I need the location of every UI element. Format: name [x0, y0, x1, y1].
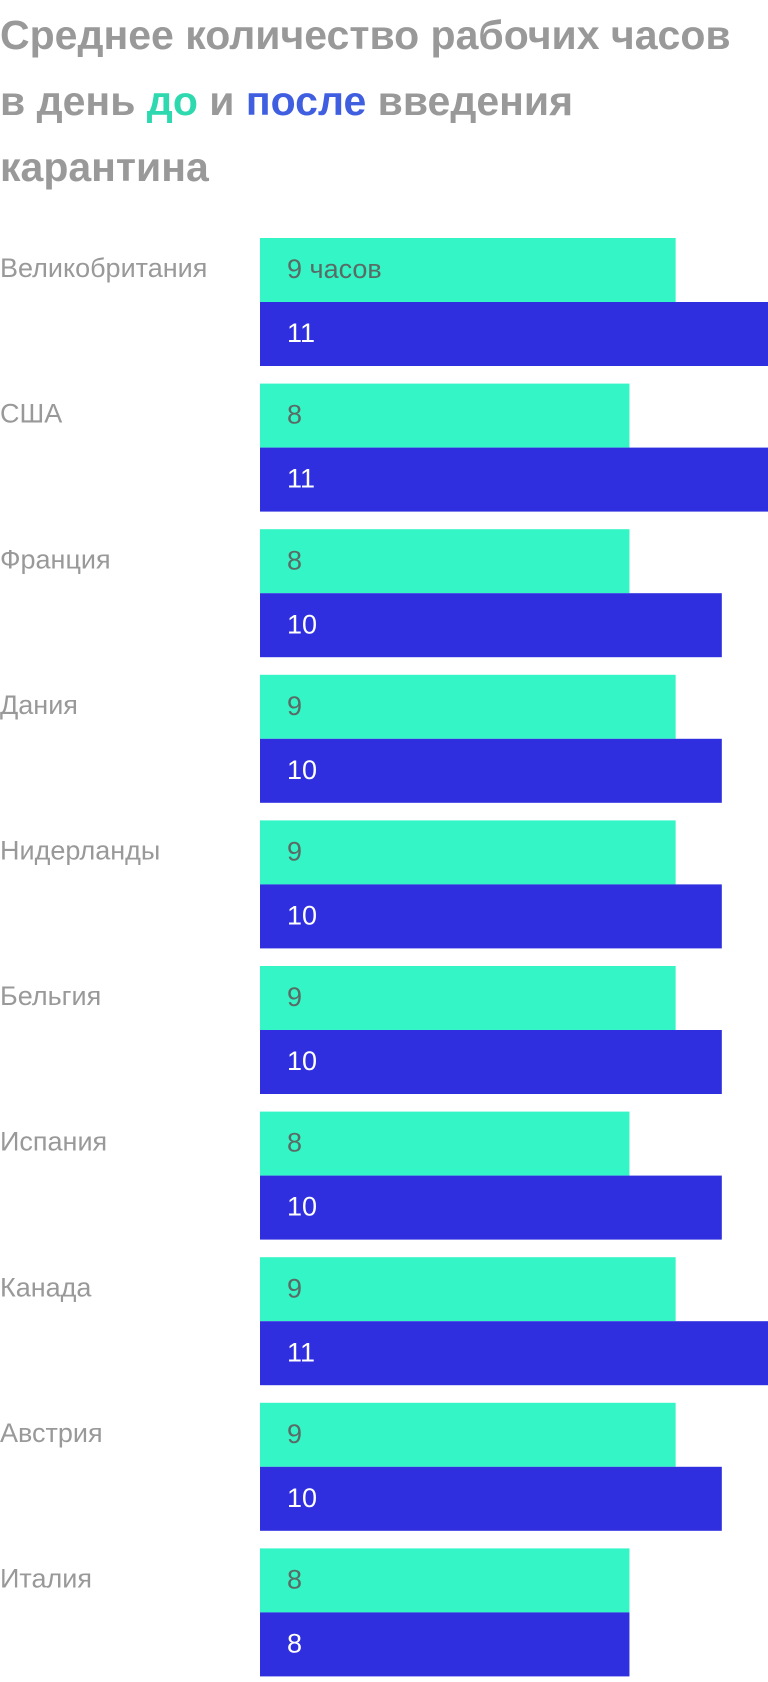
value-label-before: 9	[287, 1273, 302, 1303]
category-group: Нидерланды 9 10	[0, 820, 722, 949]
bar-before	[260, 238, 676, 302]
bar-after	[260, 1612, 630, 1677]
bar-after	[260, 1321, 768, 1386]
value-label-after: 10	[287, 755, 317, 785]
value-label-before: 9 часов	[287, 254, 382, 284]
category-label: Великобритания	[0, 253, 207, 283]
bar-before	[260, 1111, 630, 1176]
bar-before	[260, 383, 630, 448]
bar-before	[260, 820, 676, 885]
bar-after	[260, 738, 722, 803]
bar-after	[260, 1030, 722, 1094]
category-group: Австрия 9 10	[0, 1402, 722, 1531]
value-label-after: 10	[287, 1483, 317, 1513]
value-label-before: 8	[287, 1565, 302, 1595]
category-group: Великобритания 9 часов 11	[0, 238, 768, 366]
bar-after	[260, 884, 722, 949]
bar-before	[260, 1548, 630, 1613]
category-label: США	[0, 399, 62, 429]
title-part-3: введения карантина	[0, 78, 574, 190]
category-group: Канада 9 11	[0, 1257, 768, 1386]
category-label: Нидерланды	[0, 836, 160, 866]
value-label-before: 9	[287, 982, 302, 1012]
value-label-after: 10	[287, 609, 317, 639]
category-group: Дания 9 10	[0, 674, 722, 803]
category-group: Бельгия 9 10	[0, 966, 722, 1094]
title-part-2: и	[197, 78, 246, 124]
title-before-word: до	[146, 78, 198, 124]
value-label-after: 8	[287, 1629, 302, 1659]
bar-before	[260, 966, 676, 1030]
value-label-before: 9	[287, 837, 302, 867]
category-group: Испания 8 10	[0, 1111, 722, 1240]
value-label-before: 9	[287, 1419, 302, 1449]
value-label-before: 9	[287, 691, 302, 721]
category-group: Италия 8 8	[0, 1548, 630, 1677]
bar-after	[260, 1466, 722, 1531]
bar-after	[260, 1175, 722, 1240]
bar-before	[260, 1257, 676, 1322]
bar-before	[260, 674, 676, 739]
category-label: Франция	[0, 544, 111, 574]
value-label-after: 11	[287, 464, 315, 494]
value-label-after: 10	[287, 1046, 317, 1076]
title-after-word: после	[245, 78, 367, 124]
bar-before	[260, 529, 630, 594]
category-group: США 8 11	[0, 383, 768, 512]
category-label: Испания	[0, 1127, 107, 1157]
value-label-after: 10	[287, 1192, 317, 1222]
category-label: Италия	[0, 1564, 92, 1594]
bar-after	[260, 447, 768, 512]
value-label-before: 8	[287, 400, 302, 430]
title-part-1: Среднее количество рабочих часов в день	[0, 12, 731, 124]
value-label-before: 8	[287, 1128, 302, 1158]
bar-after	[260, 302, 768, 366]
bar-before	[260, 1402, 676, 1467]
category-group: Франция 8 10	[0, 529, 722, 658]
category-label: Австрия	[0, 1418, 103, 1448]
value-label-after: 11	[287, 318, 315, 348]
chart-title: Среднее количество рабочих часов в день …	[0, 2, 760, 200]
category-label: Бельгия	[0, 981, 101, 1011]
bar-after	[260, 593, 722, 658]
value-label-before: 8	[287, 545, 302, 575]
category-label: Канада	[0, 1272, 92, 1302]
value-label-after: 11	[287, 1337, 315, 1367]
value-label-after: 10	[287, 901, 317, 931]
category-label: Дания	[0, 690, 78, 720]
